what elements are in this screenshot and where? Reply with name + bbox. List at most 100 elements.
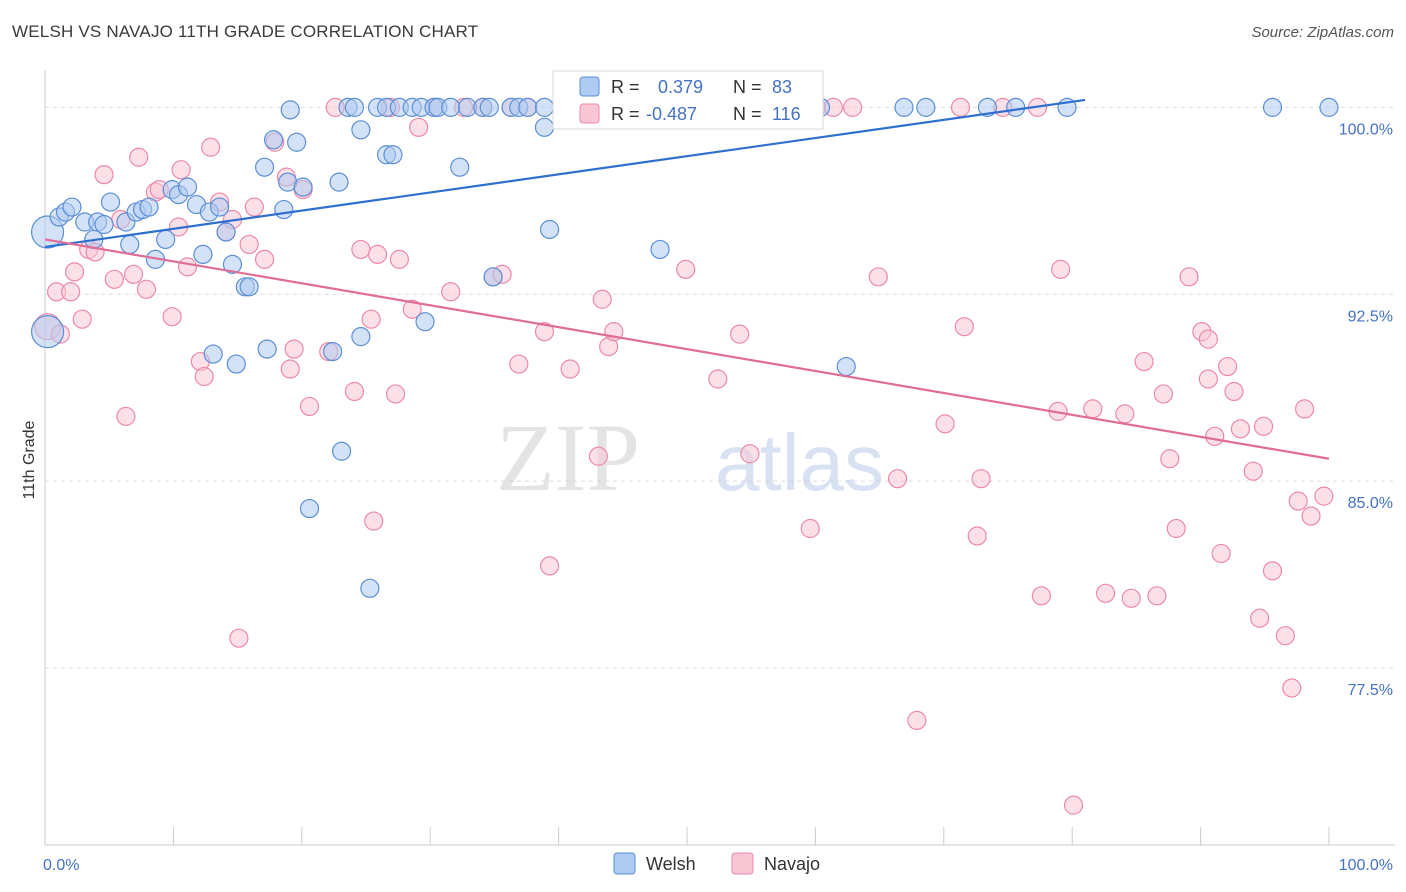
welsh-point [351,327,371,347]
welsh-point [293,177,313,197]
navajo-point [344,381,365,402]
y-tick-label: 77.5% [1348,682,1393,699]
navajo-point [123,264,144,284]
navajo-point [254,249,275,269]
navajo-r-label: R = [611,104,640,124]
navajo-point [389,249,409,269]
welsh-point [257,339,277,359]
welsh-point [239,277,259,297]
welsh-point [216,222,236,242]
navajo-point [94,165,114,185]
stats-legend: R = 0.379 N = 83 R = -0.487 N = 116 [552,70,824,130]
welsh-trend-line [44,98,1086,249]
x-tick-label: 100.0% [1339,857,1393,874]
navajo-point [1153,384,1173,404]
axes [44,70,1395,846]
welsh-point [351,120,371,140]
navajo-point [402,299,422,319]
navajo-point [1230,419,1251,439]
navajo-point [1217,356,1238,377]
welsh-point [977,97,998,117]
welsh-point [254,157,275,177]
navajo-point [887,469,908,489]
navajo-point [162,307,182,327]
welsh-point [263,130,284,150]
navajo-point [1295,399,1315,419]
navajo-point [950,97,971,117]
welsh-point [450,157,470,177]
navajo-point [284,339,304,359]
navajo-point [1063,795,1084,815]
navajo-point [177,257,198,277]
navajo-point [229,628,249,648]
navajo-point [1288,491,1308,511]
welsh-point [836,356,856,377]
navajo-point [592,289,612,309]
navajo-point [1031,586,1051,606]
welsh-swatch [579,76,600,97]
welsh-point [534,97,555,117]
series-legend: Welsh Navajo [613,852,820,875]
trend-lines [44,98,1330,460]
navajo-point [116,406,136,426]
welsh-point [483,267,503,287]
welsh-point [1006,97,1026,117]
welsh-point [360,578,380,598]
navajo-point [351,239,371,260]
navajo-point [201,137,221,157]
navajo-point [843,97,863,117]
legend-welsh-swatch [613,852,636,875]
welsh-point [139,197,159,217]
welsh-point [274,199,294,220]
welsh-point [1319,97,1339,117]
y-axis-label: 11th Grade [21,420,38,499]
welsh-point [203,344,223,364]
navajo-point [171,160,191,180]
navajo-point [72,309,92,329]
legend-navajo-swatch [731,852,754,875]
navajo-point [1198,329,1218,349]
navajo-point [907,710,927,731]
navajo-point [364,511,384,531]
welsh-point [415,312,435,332]
chart-title: WELSH VS NAVAJO 11TH GRADE CORRELATION C… [12,22,479,41]
navajo-points [33,97,1334,815]
y-tick-label: 100.0% [1339,121,1393,138]
source-credit: Source: ZipAtlas.com [1251,24,1394,41]
navajo-point [967,526,987,546]
y-tick-label: 85.0% [1348,495,1393,512]
navajo-point [367,244,388,265]
navajo-point [1301,506,1321,526]
welsh-point [30,315,65,349]
welsh-point [518,97,538,117]
navajo-r-value: -0.487 [646,104,697,124]
welsh-n-label: N = [733,77,762,97]
welsh-point [441,97,461,117]
welsh-point [329,172,349,192]
navajo-point [61,282,81,302]
navajo-point [136,279,157,299]
welsh-point [383,145,403,165]
navajo-n-value: 116 [772,104,801,124]
welsh-n-value: 83 [772,77,792,97]
watermark: ZIP atlas [496,404,884,511]
welsh-point [479,97,499,117]
welsh-point [193,244,213,265]
tick-labels: 100.0% 92.5% 85.0% 77.5% 0.0% 100.0% [43,121,1393,874]
navajo-point [800,518,820,539]
welsh-point [177,177,198,197]
navajo-point [1083,399,1103,419]
navajo-point [1198,369,1218,389]
navajo-point [1253,416,1274,436]
navajo-point [534,322,555,342]
navajo-point [194,366,214,387]
welsh-point [280,100,300,120]
legend-navajo-label: Navajo [764,854,820,874]
welsh-point [344,97,365,117]
navajo-point [129,147,149,167]
welsh-point [540,219,560,240]
navajo-point [1211,543,1231,564]
navajo-point [1115,404,1135,424]
y-tick-label: 92.5% [1348,308,1393,325]
welsh-r-value: 0.379 [658,77,703,97]
